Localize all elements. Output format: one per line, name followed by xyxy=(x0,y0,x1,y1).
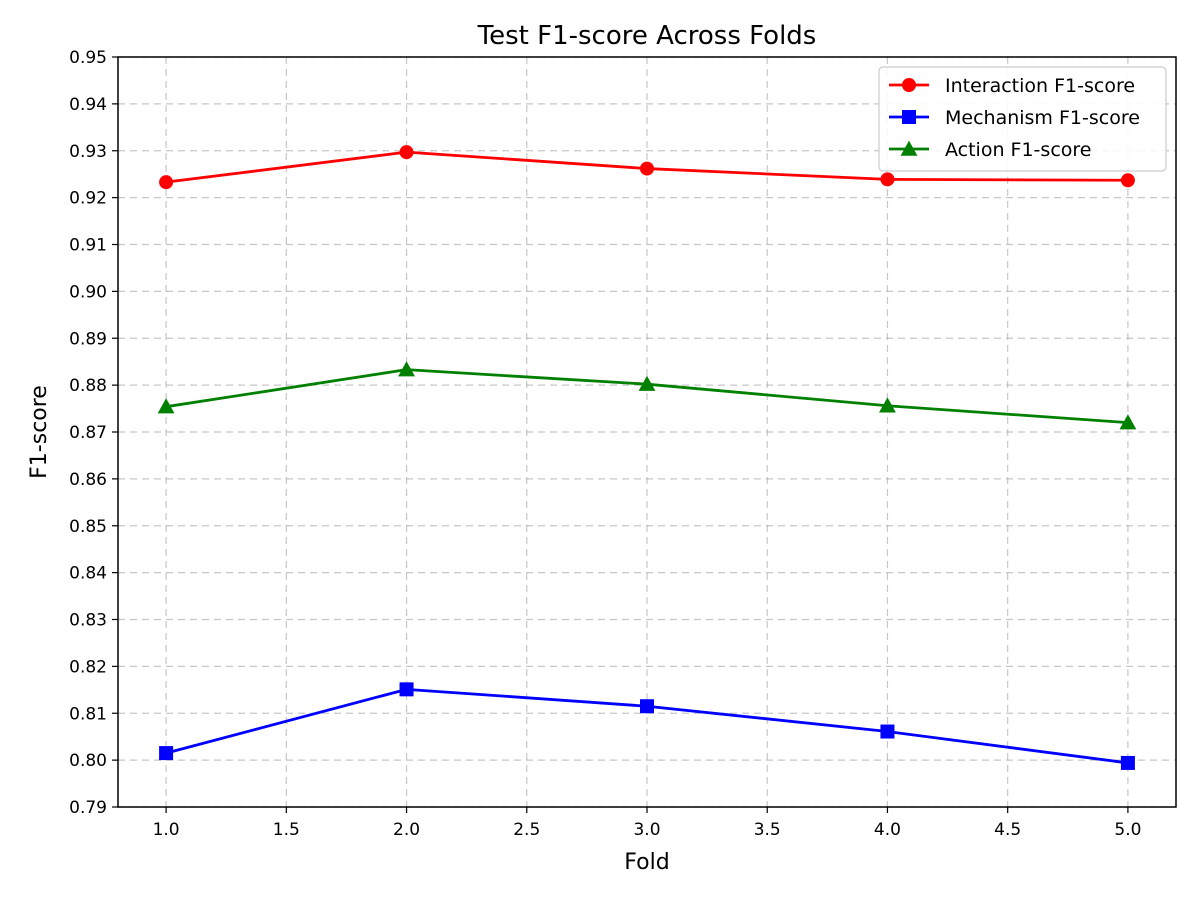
x-tick-label: 4.5 xyxy=(994,820,1021,840)
legend-item-action: Action F1-score xyxy=(889,139,1091,161)
data-point-action xyxy=(398,361,415,377)
legend: Interaction F1-score Mechanism F1-score Ac… xyxy=(878,66,1167,172)
y-tick-label: 0.84 xyxy=(69,564,107,584)
legend-label-interaction: Interaction F1-score xyxy=(945,75,1135,97)
data-point-interaction xyxy=(880,172,895,187)
x-axis: 1.0 1.5 2.0 2.5 3.0 3.5 4.0 4.5 5.0 xyxy=(153,807,1141,840)
series-layer xyxy=(157,145,1137,770)
legend-label-action: Action F1-score xyxy=(945,139,1091,161)
data-point-action xyxy=(879,397,896,413)
x-tick-label: 2.5 xyxy=(513,820,540,840)
chart-title: Test F1-score Across Folds xyxy=(477,21,817,51)
data-point-mechanism xyxy=(159,746,174,761)
y-tick-label: 0.94 xyxy=(69,95,107,115)
x-tick-label: 1.0 xyxy=(153,820,180,840)
y-tick-label: 0.80 xyxy=(69,751,107,771)
y-tick-label: 0.91 xyxy=(69,236,107,256)
y-tick-label: 0.86 xyxy=(69,470,107,490)
legend-item-mechanism: Mechanism F1-score xyxy=(889,107,1140,129)
y-tick-label: 0.83 xyxy=(69,611,107,631)
y-tick-label: 0.79 xyxy=(69,798,107,818)
y-tick-label: 0.95 xyxy=(69,48,107,68)
data-point-action xyxy=(157,398,175,414)
y-tick-label: 0.88 xyxy=(69,376,107,396)
data-point-mechanism xyxy=(880,724,895,739)
y-tick-label: 0.82 xyxy=(69,657,107,677)
x-tick-label: 3.5 xyxy=(754,820,781,840)
legend-box xyxy=(878,66,1167,172)
legend-item-interaction: Interaction F1-score xyxy=(889,75,1135,97)
data-point-interaction xyxy=(1120,173,1135,188)
data-point-mechanism xyxy=(1120,755,1135,770)
data-point-mechanism xyxy=(399,682,414,697)
data-point-interaction xyxy=(159,175,174,190)
y-axis-label: F1-score xyxy=(27,385,52,479)
data-point-interaction xyxy=(399,145,414,160)
y-tick-label: 0.85 xyxy=(69,517,107,537)
x-tick-label: 1.5 xyxy=(273,820,300,840)
y-tick-label: 0.93 xyxy=(69,142,107,162)
series-interaction xyxy=(159,145,1135,190)
x-axis-label: Fold xyxy=(624,850,669,875)
legend-marker-interaction xyxy=(902,78,916,92)
series-action xyxy=(157,361,1137,430)
series-mechanism xyxy=(159,682,1135,770)
y-tick-label: 0.92 xyxy=(69,189,107,209)
legend-marker-action xyxy=(900,140,918,156)
x-tick-label: 2.0 xyxy=(393,820,420,840)
data-point-mechanism xyxy=(640,699,654,714)
legend-label-mechanism: Mechanism F1-score xyxy=(945,107,1140,129)
x-tick-label: 5.0 xyxy=(1114,820,1141,840)
legend-marker-mechanism xyxy=(902,110,916,124)
y-tick-label: 0.81 xyxy=(69,704,107,724)
data-point-action xyxy=(1119,414,1137,430)
y-tick-label: 0.90 xyxy=(69,282,107,302)
y-tick-label: 0.89 xyxy=(69,329,107,349)
data-point-action xyxy=(638,375,656,391)
data-point-interaction xyxy=(640,161,654,176)
y-axis: 0.79 0.80 0.81 0.82 0.83 0.84 0.85 0.86 0.87 0.88… xyxy=(69,48,118,818)
x-tick-label: 3.0 xyxy=(633,820,660,840)
y-tick-label: 0.87 xyxy=(69,423,107,443)
x-tick-label: 4.0 xyxy=(874,820,901,840)
